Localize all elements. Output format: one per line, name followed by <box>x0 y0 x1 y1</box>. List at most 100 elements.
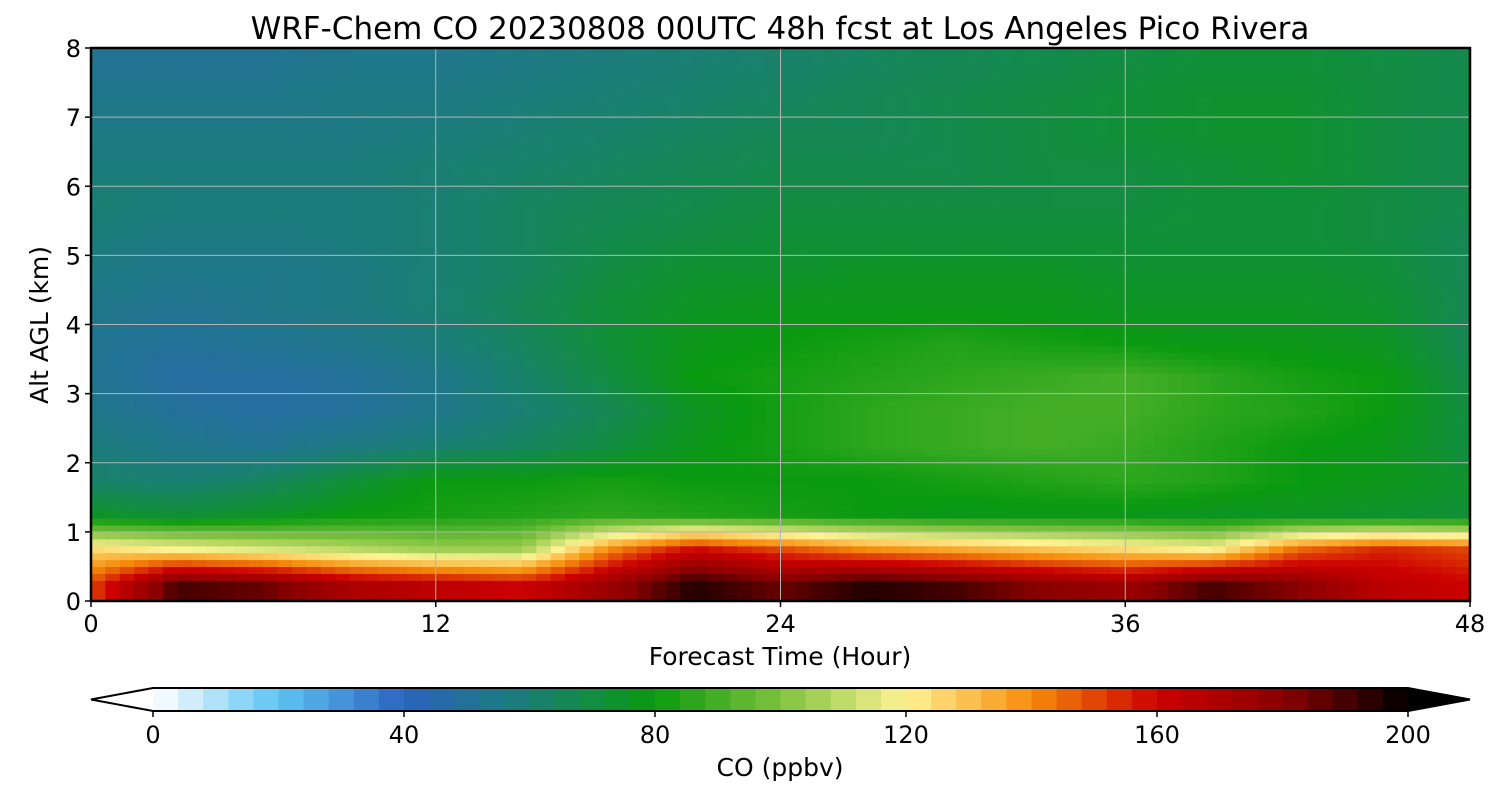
heatmap-cell <box>407 511 422 519</box>
heatmap-cell <box>723 552 738 561</box>
heatmap-cell <box>981 248 997 256</box>
heatmap-cell <box>593 531 609 540</box>
heatmap-cell <box>162 442 178 450</box>
heatmap-cell <box>493 262 509 270</box>
heatmap-cell <box>1053 317 1069 326</box>
heatmap-cell <box>995 386 1011 395</box>
heatmap-cell <box>1225 317 1241 326</box>
heatmap-cell <box>708 386 724 395</box>
heatmap-cell <box>478 338 494 346</box>
heatmap-cell <box>1211 276 1227 284</box>
heatmap-cell <box>1441 469 1457 478</box>
heatmap-cell <box>263 435 279 443</box>
heatmap-cell <box>909 324 925 333</box>
heatmap-cell <box>679 248 695 256</box>
heatmap-cell <box>1211 372 1227 381</box>
heatmap-cell <box>1125 345 1141 353</box>
heatmap-cell <box>1254 255 1270 263</box>
heatmap-cell <box>837 428 853 436</box>
heatmap-cell <box>464 345 480 353</box>
heatmap-cell <box>636 289 652 298</box>
heatmap-cell <box>622 359 638 367</box>
heatmap-cell <box>881 483 897 491</box>
heatmap-cell <box>1096 552 1112 561</box>
heatmap-cell <box>1383 255 1399 263</box>
heatmap-cell <box>780 255 796 263</box>
heatmap-cell <box>1297 248 1313 256</box>
heatmap-cell <box>1197 248 1213 256</box>
heatmap-cell <box>679 531 695 540</box>
heatmap-cell <box>1426 511 1442 519</box>
heatmap-cell <box>694 455 710 464</box>
heatmap-cell <box>1455 580 1470 588</box>
heatmap-cell <box>608 428 624 436</box>
heatmap-cell <box>751 303 767 312</box>
heatmap-cell <box>1268 559 1284 568</box>
heatmap-cell <box>837 283 853 291</box>
heatmap-cell <box>1268 296 1284 305</box>
heatmap-cell <box>435 303 451 312</box>
heatmap-cell <box>924 269 940 277</box>
heatmap-cell <box>694 241 710 250</box>
heatmap-cell <box>320 469 336 478</box>
heatmap-cell <box>1283 428 1299 436</box>
heatmap-cell <box>909 511 925 519</box>
heatmap-cell <box>881 538 897 547</box>
heatmap-cell <box>952 296 968 305</box>
heatmap-cell <box>1168 483 1184 491</box>
heatmap-cell <box>1096 483 1112 491</box>
heatmap-cell <box>205 262 221 270</box>
heatmap-cell <box>1197 303 1213 312</box>
heatmap-cell <box>1441 310 1457 319</box>
heatmap-cell <box>622 248 638 256</box>
heatmap-cell <box>1139 331 1155 339</box>
heatmap-cell <box>565 407 580 415</box>
heatmap-cell <box>177 531 193 540</box>
heatmap-cell <box>895 331 911 339</box>
heatmap-cell <box>478 490 494 498</box>
heatmap-cell <box>924 504 940 512</box>
heatmap-cell <box>1139 345 1155 353</box>
heatmap-cell <box>952 359 968 367</box>
heatmap-cell <box>392 559 408 568</box>
heatmap-cell <box>866 345 882 353</box>
heatmap-cell <box>292 524 308 533</box>
heatmap-cell <box>1268 248 1284 256</box>
heatmap-cell <box>191 359 207 367</box>
heatmap-cell <box>263 393 279 402</box>
heatmap-cell <box>1110 442 1126 450</box>
heatmap-cell <box>708 435 724 443</box>
heatmap-cell <box>119 414 135 422</box>
heatmap-cell <box>1096 462 1112 471</box>
heatmap-cell <box>837 497 853 505</box>
heatmap-cell <box>665 296 681 305</box>
heatmap-cell <box>1168 379 1184 388</box>
heatmap-cell <box>938 338 954 346</box>
heatmap-cell <box>493 455 509 464</box>
heatmap-cell <box>1455 414 1470 422</box>
heatmap-cell <box>435 241 451 250</box>
heatmap-cell <box>1168 255 1184 263</box>
heatmap-cell <box>521 310 537 319</box>
heatmap-cell <box>866 580 882 588</box>
heatmap-cell <box>335 407 351 415</box>
heatmap-cell <box>1340 428 1356 436</box>
heatmap-cell <box>593 483 609 491</box>
heatmap-cell <box>177 511 193 519</box>
heatmap-cell <box>1398 338 1414 346</box>
heatmap-cell <box>1297 476 1313 485</box>
heatmap-cell <box>1125 559 1141 568</box>
heatmap-cell <box>1110 289 1126 298</box>
heatmap-cell <box>335 483 351 491</box>
heatmap-cell <box>392 352 408 360</box>
heatmap-cell <box>335 469 351 478</box>
heatmap-cell <box>794 442 810 450</box>
heatmap-cell <box>464 594 480 601</box>
heatmap-cell <box>1355 559 1371 568</box>
heatmap-cell <box>335 359 351 367</box>
heatmap-cell <box>263 552 279 561</box>
heatmap-cell <box>751 504 767 512</box>
heatmap-cell <box>363 338 379 346</box>
heatmap-cell <box>751 255 767 263</box>
